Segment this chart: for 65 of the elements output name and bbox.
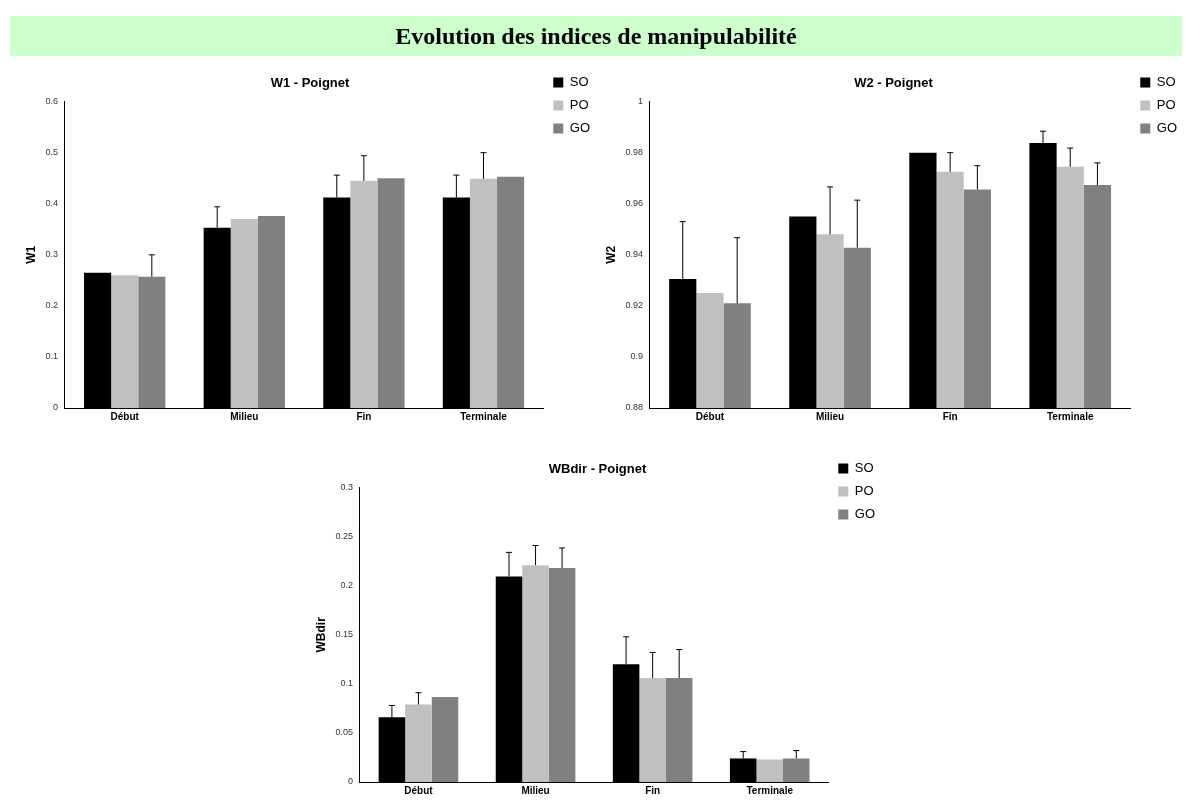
y-tick-label: 0 <box>347 776 353 787</box>
bar <box>405 704 432 782</box>
y-tick-label: 0.9 <box>630 351 643 362</box>
y-tick-label: 0.2 <box>45 300 58 311</box>
y-tick-label: 0.2 <box>340 580 353 591</box>
y-tick-label: 0.1 <box>340 678 353 689</box>
bar <box>548 568 576 782</box>
bar <box>783 758 810 782</box>
bar <box>469 178 498 408</box>
y-tick-label: 0.4 <box>45 198 58 209</box>
legend-label: SO <box>854 460 874 476</box>
legend-label: PO <box>569 97 589 113</box>
legend-label: PO <box>854 483 874 499</box>
x-tick-label: Milieu <box>815 410 845 422</box>
legend-label: SO <box>569 74 589 90</box>
x-tick-label: Fin <box>942 410 958 422</box>
y-axis-title: W1 <box>23 245 38 264</box>
y-axis-title: W2 <box>603 245 618 264</box>
x-tick-label: Début <box>404 784 434 796</box>
bar <box>230 219 258 408</box>
y-tick-label: 0.05 <box>335 727 353 738</box>
y-tick-label: 0.3 <box>340 482 353 493</box>
bar <box>350 180 378 408</box>
y-tick-label: 0.25 <box>335 531 353 542</box>
chart-title: W1 - Poignet <box>270 75 351 91</box>
x-tick-label: Fin <box>356 410 372 422</box>
bar <box>639 677 666 782</box>
y-tick-label: 0.1 <box>45 351 58 362</box>
y-tick-label: 0.94 <box>625 249 643 260</box>
bar <box>756 759 783 782</box>
bar <box>377 178 405 408</box>
bar <box>497 176 525 408</box>
y-tick-label: 0.88 <box>625 402 643 413</box>
y-tick-label: 0.92 <box>625 300 643 311</box>
legend-label: GO <box>1156 120 1178 136</box>
x-tick-label: Fin <box>645 784 661 796</box>
bar <box>522 565 549 782</box>
bar <box>257 215 285 408</box>
y-tick-label: 0.96 <box>625 198 643 209</box>
x-tick-label: Terminale <box>1046 410 1094 422</box>
legend-label: SO <box>1156 74 1176 90</box>
x-tick-label: Terminale <box>460 410 508 422</box>
y-tick-label: 0.15 <box>335 629 353 640</box>
bar <box>138 276 166 408</box>
bar <box>431 697 459 782</box>
legend-label: GO <box>854 506 876 522</box>
y-tick-label: 0.5 <box>45 147 58 158</box>
x-tick-label: Début <box>695 410 725 422</box>
chart-title: WBdir - Poignet <box>548 461 647 477</box>
text: Evolution des indices de manipulabilité <box>10 16 1182 56</box>
y-tick-label: 0.98 <box>625 147 643 158</box>
x-tick-label: Terminale <box>746 784 794 796</box>
x-tick-label: Milieu <box>521 784 550 796</box>
chart-title: W2 - Poignet <box>854 75 934 91</box>
bar <box>665 677 693 782</box>
y-tick-label: 0 <box>52 402 58 413</box>
legend-label: GO <box>569 120 591 136</box>
x-tick-label: Milieu <box>230 410 259 422</box>
y-tick-label: 1 <box>637 96 643 107</box>
bar <box>111 275 139 408</box>
x-tick-label: Début <box>110 410 140 422</box>
legend-label: PO <box>1156 97 1176 113</box>
y-tick-label: 0.6 <box>45 96 58 107</box>
y-axis-title: WBdir <box>313 616 328 653</box>
y-tick-label: 0.3 <box>45 249 58 260</box>
